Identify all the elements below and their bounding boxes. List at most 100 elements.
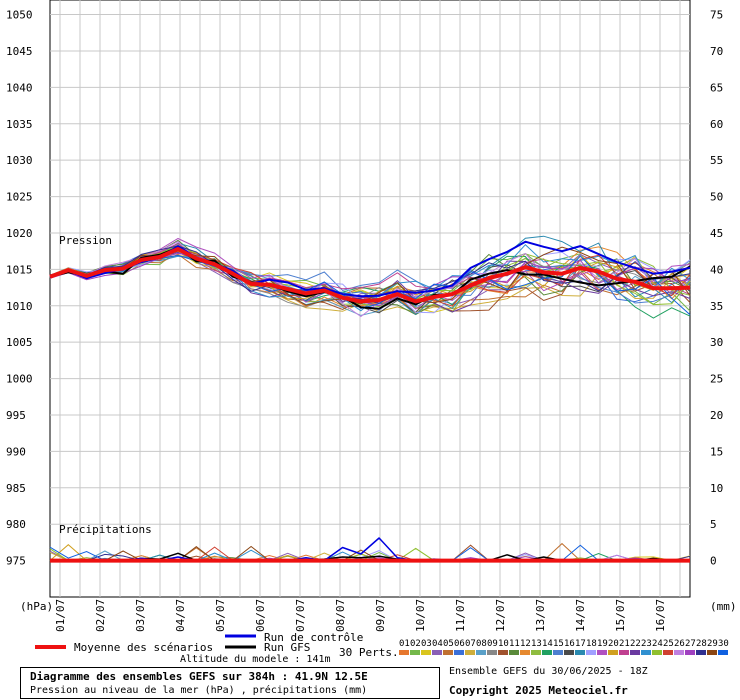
legend-pert-swatch xyxy=(465,650,475,655)
gfs-pressure-line xyxy=(49,246,691,310)
legend-pert-id: 19 xyxy=(597,639,608,649)
perturbation-line xyxy=(49,240,691,318)
legend-pert-id: 08 xyxy=(476,639,487,649)
y2-tick-label: 50 xyxy=(710,191,723,204)
legend-pert-swatch xyxy=(542,650,552,655)
right-unit-label: (mm) xyxy=(710,600,737,613)
legend-pert-id: 25 xyxy=(663,639,674,649)
legend-pert-id: 16 xyxy=(564,639,575,649)
y2-tick-label: 25 xyxy=(710,373,723,386)
legend-pert-swatch xyxy=(641,650,651,655)
diagram-subtitle: Pression au niveau de la mer (hPa) , pré… xyxy=(30,685,368,696)
legend-pert-id: 12 xyxy=(520,639,531,649)
legend-pert-swatch xyxy=(487,650,497,655)
y-tick-label: 1050 xyxy=(6,9,33,22)
legend-pert-swatch xyxy=(707,650,717,655)
legend-pert-swatch xyxy=(597,650,607,655)
x-tick-label: 12/07 xyxy=(494,599,507,632)
y-tick-label: 1010 xyxy=(6,300,33,313)
legend-pert-id: 02 xyxy=(410,639,421,649)
mean-pressure-line xyxy=(49,247,691,304)
x-tick-label: 05/07 xyxy=(214,599,227,632)
x-tick-label: 06/07 xyxy=(254,599,267,632)
legend-pert-swatch xyxy=(443,650,453,655)
y-tick-label: 1020 xyxy=(6,227,33,240)
y2-tick-label: 55 xyxy=(710,154,723,167)
x-tick-label: 11/07 xyxy=(454,599,467,632)
y2-tick-label: 30 xyxy=(710,336,723,349)
legend-pert-swatch xyxy=(685,650,695,655)
legend-pert-swatch xyxy=(399,650,409,655)
legend-pert-id: 10 xyxy=(498,639,509,649)
legend-pert-id: 03 xyxy=(421,639,432,649)
legend-pert-swatch xyxy=(476,650,486,655)
diagram-title: Diagramme des ensembles GEFS sur 384h : … xyxy=(30,670,368,683)
legend-pert-id: 11 xyxy=(509,639,520,649)
legend-pert-swatch xyxy=(575,650,585,655)
legend-pert-swatch xyxy=(531,650,541,655)
legend-perts-label: 30 Perts. xyxy=(339,646,399,659)
copyright: Copyright 2025 Meteociel.fr xyxy=(449,684,628,697)
y-tick-label: 1035 xyxy=(6,118,33,131)
legend-pert-id: 17 xyxy=(575,639,586,649)
legend-pert-id: 13 xyxy=(531,639,542,649)
x-tick-label: 10/07 xyxy=(414,599,427,632)
legend-pert-swatch xyxy=(586,650,596,655)
pressure-section-label: Pression xyxy=(59,234,112,247)
legend-pert-swatch xyxy=(421,650,431,655)
legend-pert-swatch xyxy=(696,650,706,655)
y2-tick-label: 40 xyxy=(710,263,723,276)
legend-pert-id: 01 xyxy=(399,639,410,649)
legend-pert-swatch xyxy=(608,650,618,655)
y2-tick-label: 70 xyxy=(710,45,723,58)
legend-pert-swatch xyxy=(663,650,673,655)
y-tick-label: 975 xyxy=(6,555,26,568)
legend-pert-swatch xyxy=(674,650,684,655)
y2-tick-label: 75 xyxy=(710,9,723,22)
x-tick-label: 04/07 xyxy=(174,599,187,632)
perturbation-line xyxy=(49,253,691,315)
legend-pert-id: 27 xyxy=(685,639,696,649)
footer-box: Diagramme des ensembles GEFS sur 384h : … xyxy=(20,667,440,699)
x-tick-label: 14/07 xyxy=(574,599,587,632)
legend-pert-swatch xyxy=(520,650,530,655)
legend-pert-id: 14 xyxy=(542,639,553,649)
perturbation-line xyxy=(49,243,691,296)
legend-mean-label: Moyenne des scénarios xyxy=(74,641,213,654)
y-tick-label: 1000 xyxy=(6,373,33,386)
left-unit-label: (hPa) xyxy=(20,600,53,613)
y2-tick-label: 45 xyxy=(710,227,723,240)
legend-pert-swatch xyxy=(432,650,442,655)
x-tick-label: 09/07 xyxy=(374,599,387,632)
legend-pert-id: 15 xyxy=(553,639,564,649)
legend-pert-swatch xyxy=(454,650,464,655)
y-tick-label: 1045 xyxy=(6,45,33,58)
legend-pert-swatch xyxy=(630,650,640,655)
legend-pert-id: 28 xyxy=(696,639,707,649)
precip-section-label: Précipitations xyxy=(59,523,152,536)
legend-pert-id: 06 xyxy=(454,639,465,649)
legend-pert-swatch xyxy=(410,650,420,655)
run-info: Ensemble GEFS du 30/06/2025 - 18Z xyxy=(449,666,648,677)
x-tick-label: 16/07 xyxy=(654,599,667,632)
y-tick-label: 1015 xyxy=(6,263,33,276)
legend-pert-id: 20 xyxy=(608,639,619,649)
y2-tick-label: 15 xyxy=(710,445,723,458)
y-tick-label: 1005 xyxy=(6,336,33,349)
y2-tick-label: 65 xyxy=(710,81,723,94)
legend-pert-swatch xyxy=(509,650,519,655)
legend-pert-swatch xyxy=(553,650,563,655)
legend-pert-id: 29 xyxy=(707,639,718,649)
x-tick-label: 07/07 xyxy=(294,599,307,632)
y2-tick-label: 35 xyxy=(710,300,723,313)
y-tick-label: 995 xyxy=(6,409,26,422)
legend-gfs-label: Run GFS xyxy=(264,641,310,654)
x-tick-label: 01/07 xyxy=(54,599,67,632)
y-tick-label: 1030 xyxy=(6,154,33,167)
legend-pert-id: 05 xyxy=(443,639,454,649)
legend-pert-id: 26 xyxy=(674,639,685,649)
y2-tick-label: 0 xyxy=(710,555,717,568)
y2-tick-label: 5 xyxy=(710,518,717,531)
legend-pert-id: 22 xyxy=(630,639,641,649)
